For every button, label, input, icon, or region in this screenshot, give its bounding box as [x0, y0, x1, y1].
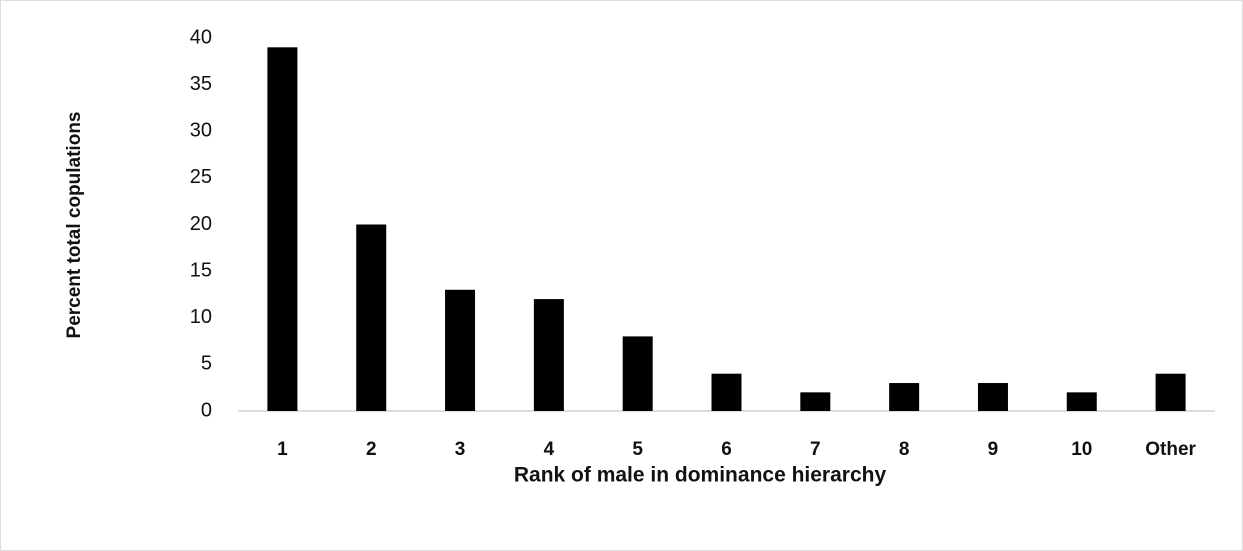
- x-tick-label: 5: [632, 439, 643, 460]
- x-tick-label: 6: [721, 439, 732, 460]
- x-tick-label: 2: [366, 439, 377, 460]
- y-tick-label: 15: [190, 259, 212, 281]
- y-tick-label: 35: [190, 73, 212, 95]
- bar: [356, 224, 387, 411]
- x-tick-label: 10: [1071, 439, 1092, 460]
- bar: [889, 383, 920, 411]
- y-axis-label: Percent total copulations: [64, 112, 85, 339]
- x-tick-label: 1: [277, 439, 288, 460]
- bar: [1066, 392, 1097, 411]
- bar: [800, 392, 831, 411]
- x-tick-label: 8: [899, 439, 910, 460]
- bar: [267, 47, 298, 411]
- x-tick-label: Other: [1145, 439, 1196, 460]
- y-tick-label: 25: [190, 166, 212, 188]
- x-tick-label: 7: [810, 439, 821, 460]
- y-tick-label: 20: [190, 213, 212, 235]
- x-axis-label: Rank of male in dominance hierarchy: [514, 464, 887, 487]
- bar: [711, 373, 742, 411]
- y-tick-label: 5: [201, 353, 212, 375]
- bar: [445, 289, 476, 411]
- bar: [622, 336, 653, 411]
- bar: [533, 299, 564, 411]
- x-tick-label: 9: [988, 439, 999, 460]
- bar: [1155, 373, 1186, 411]
- y-tick-label: 30: [190, 120, 212, 142]
- y-tick-label: 10: [190, 306, 212, 328]
- y-tick-label: 40: [190, 26, 212, 48]
- x-tick-label: 3: [455, 439, 466, 460]
- y-tick-label: 0: [201, 399, 212, 421]
- x-tick-label: 4: [544, 439, 555, 460]
- bar: [977, 383, 1008, 411]
